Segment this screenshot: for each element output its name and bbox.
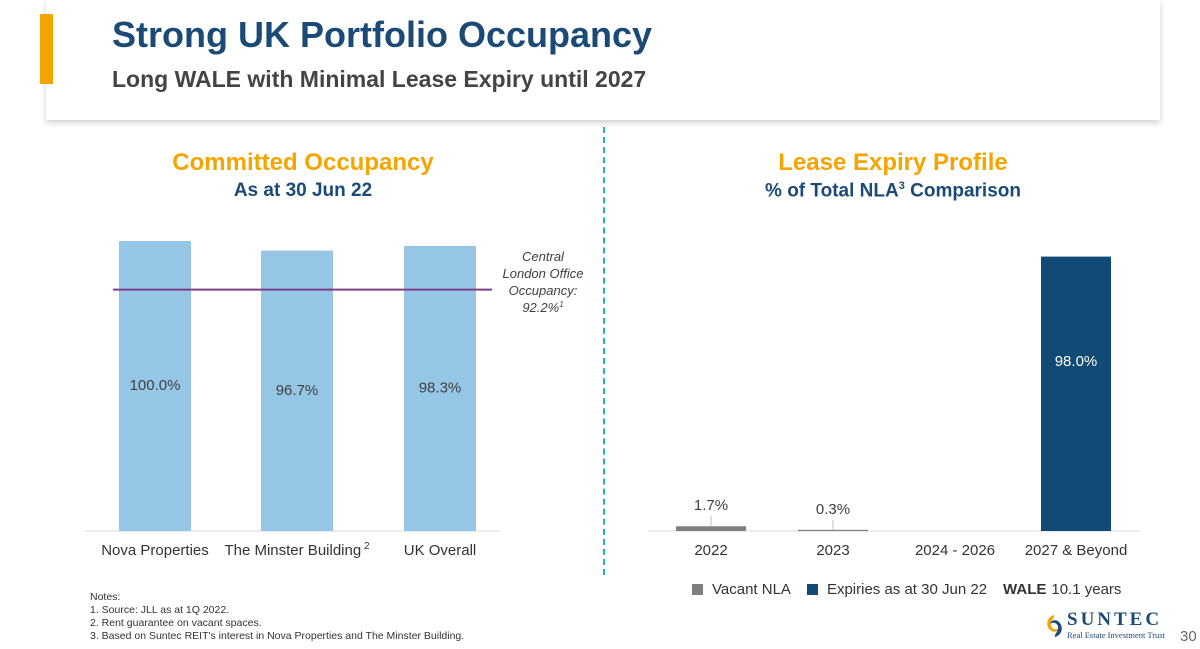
expiry-bar-label: 98.0% [1055, 353, 1098, 370]
occupancy-bar [261, 250, 333, 531]
page-title: Strong UK Portfolio Occupancy [112, 14, 653, 55]
footnotes: Notes: 1. Source: JLL as at 1Q 2022. 2. … [90, 591, 464, 643]
legend-label-expiries: Expiries as at 30 Jun 22 [826, 581, 988, 598]
legend-swatch-expiries [806, 584, 818, 595]
logo-tagline: Real Estate Investment Trust [1067, 630, 1165, 640]
expiry-bar-label: 1.7% [694, 497, 728, 514]
reference-line-label: Occupancy: [509, 283, 578, 298]
expiry-chart-subtitle: % of Total NLA3 Comparison [693, 180, 1093, 202]
reference-footnote-marker: 1 [559, 300, 563, 309]
expiries-bar [1041, 256, 1111, 531]
occupancy-chart-subtitle: As at 30 Jun 22 [233, 180, 373, 201]
reference-line-label: London Office [503, 266, 584, 281]
occupancy-bar [404, 245, 476, 531]
occupancy-category-label: Nova Properties [101, 542, 209, 559]
wale-value: 10.1 years [1051, 581, 1122, 598]
logo-wordmark: SUNTEC [1067, 609, 1163, 630]
expiry-chart-title: Lease Expiry Profile [778, 149, 1008, 176]
expiry-bar-label: 0.3% [816, 501, 850, 518]
wale-label: WALE [1003, 581, 1047, 598]
expiry-legend: Vacant NLA Expiries as at 30 Jun 22 WALE… [692, 581, 1121, 598]
reference-line-label: 92.2%1 [522, 300, 563, 315]
expiry-subtitle-footnote: 3 [898, 180, 905, 192]
page-subtitle: Long WALE with Minimal Lease Expiry unti… [112, 66, 647, 92]
legend-swatch-vacant [692, 584, 703, 595]
note-item-1: 1. Source: JLL as at 1Q 2022. [90, 604, 230, 616]
expiry-subtitle-text: % of Total NLA [765, 180, 899, 202]
category-footnote-marker: 2 [361, 541, 370, 552]
occupancy-bar-label: 96.7% [276, 382, 319, 399]
expiry-subtitle-suffix: Comparison [904, 180, 1021, 202]
occupancy-category-label: The Minster Building 2 [224, 541, 370, 559]
notes-heading: Notes: [90, 591, 121, 603]
occupancy-bar-label: 98.3% [419, 379, 462, 396]
note-item-3: 3. Based on Suntec REIT's interest in No… [90, 630, 465, 642]
sun-swirl-icon [1047, 615, 1062, 637]
expiry-category-label: 2023 [816, 542, 849, 559]
expiry-category-label: 2027 & Beyond [1025, 542, 1128, 559]
occupancy-bar-label: 100.0% [130, 377, 181, 394]
legend-label-vacant: Vacant NLA [712, 581, 791, 598]
note-item-2: 2. Rent guarantee on vacant spaces. [90, 617, 262, 629]
reference-line-label: Central [522, 249, 565, 264]
occupancy-category-label: UK Overall [404, 542, 477, 559]
expiry-category-label: 2024 - 2026 [915, 542, 995, 559]
page-number: 30 [1180, 628, 1197, 645]
expiry-category-label: 2022 [694, 542, 727, 559]
legend-item-vacant: Vacant NLA [692, 581, 791, 598]
vacant-nla-bar [676, 526, 746, 531]
header-card [46, 0, 1160, 120]
legend-item-expiries: Expiries as at 30 Jun 22 [806, 581, 988, 598]
title-accent-bar [40, 14, 53, 84]
occupancy-chart-title: Committed Occupancy [172, 149, 434, 176]
panel-divider [603, 127, 605, 575]
vacant-nla-bar [798, 529, 868, 531]
suntec-logo: SUNTEC Real Estate Investment Trust [1043, 609, 1171, 644]
